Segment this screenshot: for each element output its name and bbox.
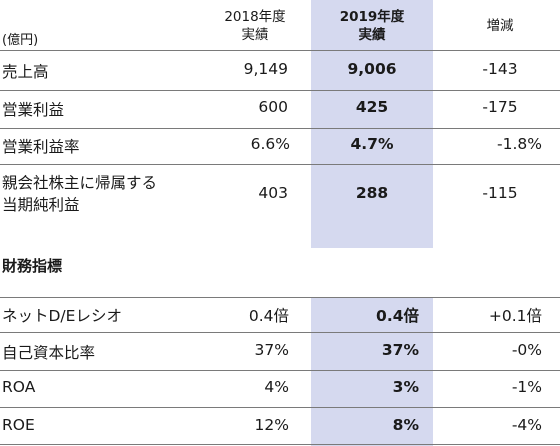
value-2019: 4.7% [350,135,394,153]
value-2019: 3% [392,378,419,396]
table-row: 親会社株主に帰属する 当期純利益 403 288 -115 [0,164,560,220]
row-label: ROE [2,416,35,434]
value-2019: 288 [355,184,389,202]
divider [0,164,560,165]
value-2019: 37% [381,341,419,359]
value-change: -1% [511,378,542,396]
divider [0,128,560,129]
value-2018: 37% [254,341,289,359]
header-2018-year: 2018年度 [224,9,286,25]
row-label: 自己資本比率 [2,344,96,362]
table-row: 営業利益 600 425 -175 [0,90,560,128]
table-row: 営業利益率 6.6% 4.7% -1.8% [0,128,560,164]
value-2019: 0.4倍 [376,307,419,325]
row-label: 売上高 [2,63,49,81]
table-row: ROA 4% 3% -1% [0,370,560,407]
value-2018: 6.6% [250,135,290,153]
table-row: 自己資本比率 37% 37% -0% [0,332,560,370]
value-2018: 12% [254,416,289,434]
value-change: -1.8% [497,135,542,153]
value-2019: 8% [392,416,419,434]
value-2019: 425 [355,98,389,116]
value-2018: 0.4倍 [248,307,289,325]
table-row: ネットD/Eレシオ 0.4倍 0.4倍 +0.1倍 [0,297,560,332]
value-change: -0% [511,341,542,359]
row-label: ネットD/Eレシオ [2,307,122,325]
section-title: 財務指標 [2,257,63,275]
row-label-line2: 当期純利益 [2,196,80,214]
header-2018: 2018年度 実績 [205,8,305,44]
value-change: -115 [482,184,518,202]
value-2018: 600 [258,98,288,116]
value-2018: 403 [258,184,288,202]
row-label: 営業利益率 [2,138,80,156]
value-2018: 4% [264,378,289,396]
highlight-2019-column-top [311,0,433,248]
divider [0,444,560,445]
highlight-2019-column-bottom [311,297,433,446]
value-change: -175 [482,98,518,116]
header-2019-year: 2019年度 [339,9,405,25]
header-change: 増減 [486,18,514,34]
value-change: -4% [511,416,542,434]
divider [0,297,560,298]
table-row: ROE 12% 8% -4% [0,407,560,445]
table-row: 売上高 9,149 9,006 -143 [0,50,560,90]
value-2018: 9,149 [243,60,288,78]
row-label: ROA [2,378,36,396]
row-label-line1: 親会社株主に帰属する [2,174,158,192]
divider [0,370,560,371]
header-2019: 2019年度 実績 [311,8,433,44]
divider [0,90,560,91]
value-change: +0.1倍 [488,307,542,325]
header-2019-sub: 実績 [358,27,386,43]
divider [0,50,560,51]
value-change: -143 [482,60,518,78]
header-2018-sub: 実績 [241,27,269,43]
value-2019: 9,006 [347,60,397,78]
divider [0,407,560,408]
unit-label: (億円) [2,33,39,48]
row-label: 営業利益 [2,101,65,119]
divider [0,332,560,333]
